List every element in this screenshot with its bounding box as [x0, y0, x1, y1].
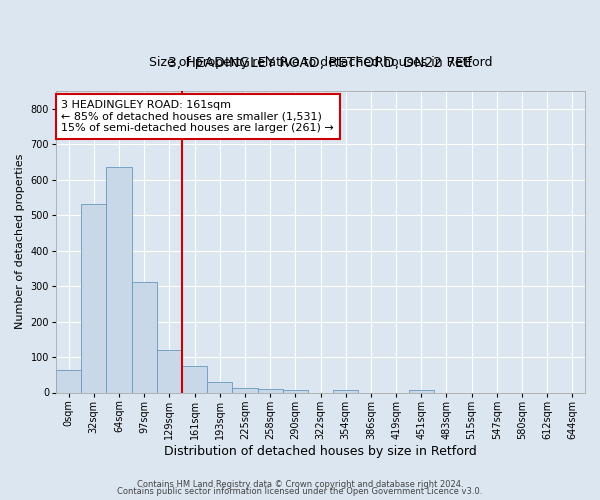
Bar: [157, 350, 182, 393]
Text: 3 HEADINGLEY ROAD: 161sqm
← 85% of detached houses are smaller (1,531)
15% of se: 3 HEADINGLEY ROAD: 161sqm ← 85% of detac…: [61, 100, 334, 133]
Bar: [232, 388, 257, 392]
Bar: [106, 167, 131, 392]
Text: 3, HEADINGLEY ROAD, RETFORD, DN22 7EE: 3, HEADINGLEY ROAD, RETFORD, DN22 7EE: [168, 56, 473, 70]
Bar: [283, 390, 308, 392]
Text: Contains HM Land Registry data © Crown copyright and database right 2024.: Contains HM Land Registry data © Crown c…: [137, 480, 463, 489]
Y-axis label: Number of detached properties: Number of detached properties: [15, 154, 25, 330]
Title: Size of property relative to detached houses in Retford: Size of property relative to detached ho…: [149, 56, 492, 69]
Text: Contains public sector information licensed under the Open Government Licence v3: Contains public sector information licen…: [118, 487, 482, 496]
Bar: [131, 282, 157, 393]
Bar: [207, 382, 232, 392]
Bar: [257, 388, 283, 392]
Bar: [333, 390, 358, 392]
Bar: [182, 366, 207, 392]
Bar: [56, 370, 81, 392]
Bar: [81, 204, 106, 392]
Bar: [409, 390, 434, 392]
X-axis label: Distribution of detached houses by size in Retford: Distribution of detached houses by size …: [164, 444, 477, 458]
